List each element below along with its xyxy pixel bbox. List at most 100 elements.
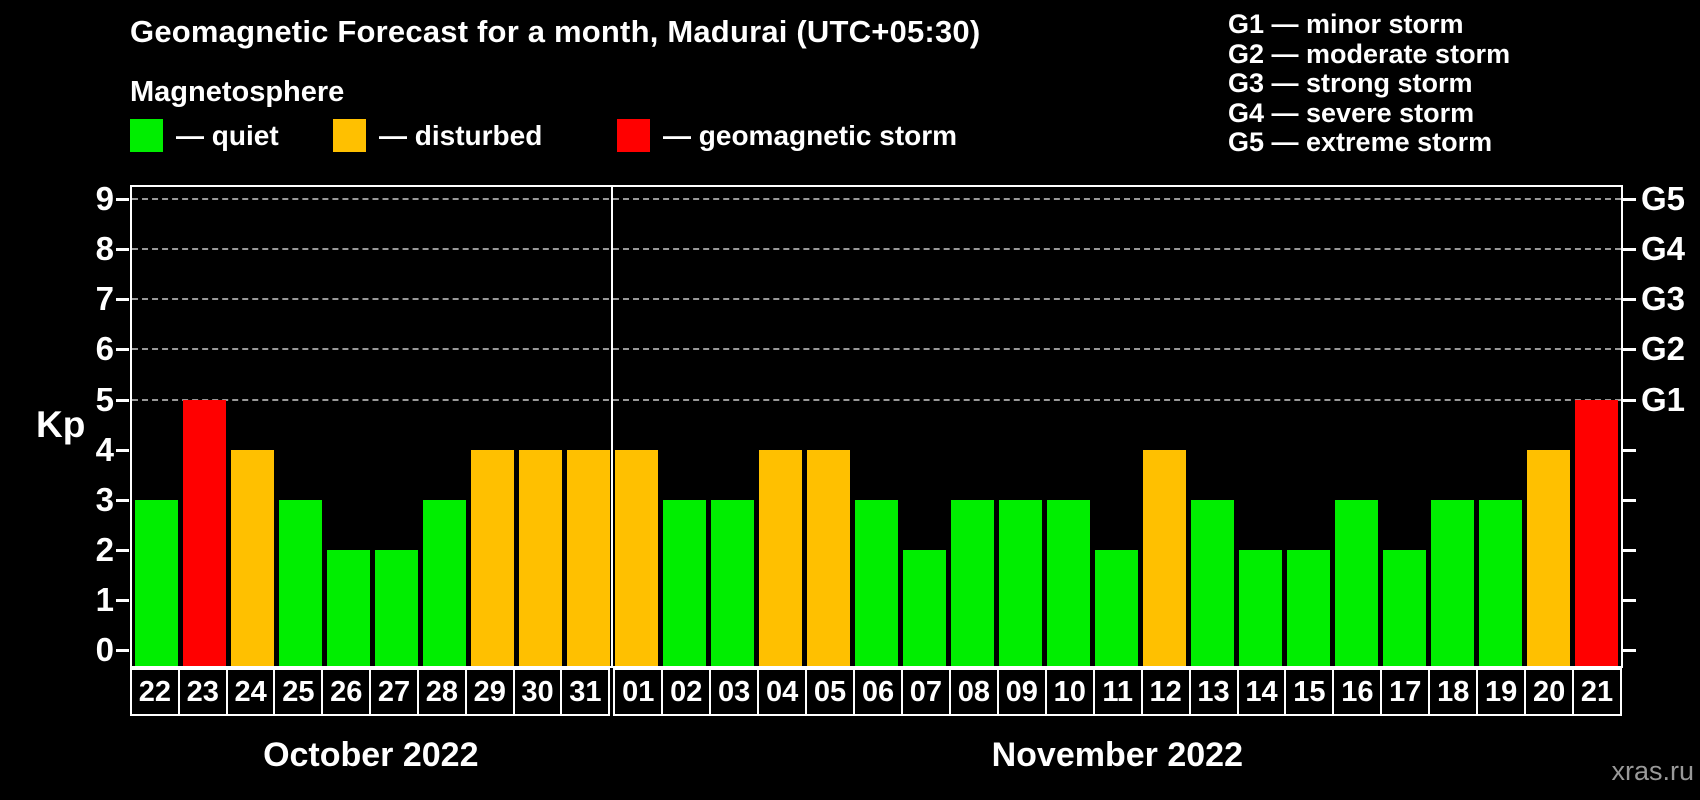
y-tick-label-2: 2 bbox=[95, 530, 114, 568]
bar-day-21 bbox=[1575, 399, 1619, 666]
g-legend-line: G1 — minor storm bbox=[1228, 9, 1464, 39]
g-legend-line: G2 — moderate storm bbox=[1228, 38, 1511, 69]
bar-day-07 bbox=[903, 549, 947, 666]
bar-day-09 bbox=[999, 499, 1043, 666]
magnetosphere-legend: — quiet — disturbed — geomagnetic storm bbox=[130, 119, 1030, 157]
legend-item-label: — geomagnetic storm bbox=[663, 119, 958, 151]
gridline-kp5 bbox=[132, 398, 1621, 401]
month-label-2: November 2022 bbox=[991, 736, 1243, 774]
date-group-1: 22 23 24 25 26 27 28 29 30 31 bbox=[130, 668, 611, 716]
date-cell-14: 14 bbox=[1236, 668, 1287, 716]
right-tick-mark bbox=[1623, 498, 1636, 502]
date-cell-21: 21 bbox=[1572, 668, 1622, 716]
kp-axis-title: Kp bbox=[36, 404, 86, 445]
magnetosphere-label: Magnetosphere bbox=[130, 76, 345, 108]
g-axis-label-g1: G1 bbox=[1641, 380, 1686, 418]
bar-day-24 bbox=[230, 449, 274, 666]
bar-day-18 bbox=[1431, 499, 1475, 666]
date-cell-30: 30 bbox=[512, 668, 563, 716]
bar-day-15 bbox=[1287, 549, 1331, 666]
watermark: xras.ru bbox=[1611, 756, 1694, 786]
right-tick-mark bbox=[1623, 398, 1636, 402]
bar-day-16 bbox=[1335, 499, 1379, 666]
bar-day-06 bbox=[854, 499, 898, 666]
y-tick-label-9: 9 bbox=[95, 180, 114, 218]
right-tick-mark bbox=[1623, 548, 1636, 552]
date-cell-31: 31 bbox=[560, 668, 611, 716]
legend-item-label: — quiet bbox=[176, 119, 279, 151]
date-cell-11: 11 bbox=[1092, 668, 1143, 716]
date-cell-20: 20 bbox=[1524, 668, 1575, 716]
bar-day-05 bbox=[806, 449, 850, 666]
date-cell-27: 27 bbox=[369, 668, 419, 716]
g-axis-label-g5: G5 bbox=[1641, 180, 1686, 218]
date-cell-02: 02 bbox=[661, 668, 712, 716]
bar-day-23 bbox=[182, 399, 226, 666]
date-cell-15: 15 bbox=[1284, 668, 1335, 716]
date-cell-17: 17 bbox=[1380, 668, 1431, 716]
right-tick-mark bbox=[1623, 248, 1636, 252]
right-tick-mark bbox=[1623, 598, 1636, 602]
y-tick-label-8: 8 bbox=[95, 230, 114, 268]
date-cell-29: 29 bbox=[464, 668, 515, 716]
bar-day-14 bbox=[1239, 549, 1283, 666]
y-tick-mark bbox=[116, 298, 129, 302]
date-cell-18: 18 bbox=[1428, 668, 1479, 716]
month-label-1: October 2022 bbox=[263, 736, 479, 774]
y-tick-label-7: 7 bbox=[95, 280, 114, 318]
g-legend-line: G5 — extreme storm bbox=[1228, 127, 1493, 157]
date-cell-08: 08 bbox=[948, 668, 999, 716]
date-cell-10: 10 bbox=[1044, 668, 1095, 716]
g-scale-legend: G1 — minor storm G2 — moderate storm G3 — … bbox=[1228, 9, 1511, 158]
bar-day-31 bbox=[566, 449, 610, 666]
right-tick-mark bbox=[1623, 348, 1636, 352]
y-tick-mark bbox=[116, 448, 129, 452]
date-cell-16: 16 bbox=[1332, 668, 1383, 716]
bar-day-20 bbox=[1527, 449, 1571, 666]
legend-item-quiet: — quiet bbox=[130, 119, 279, 152]
bar-day-13 bbox=[1191, 499, 1235, 666]
month-gap bbox=[610, 668, 614, 716]
y-tick-mark bbox=[116, 498, 129, 502]
bar-day-12 bbox=[1143, 449, 1187, 666]
date-cell-03: 03 bbox=[709, 668, 760, 716]
date-cell-07: 07 bbox=[900, 668, 951, 716]
legend-swatch-disturbed-icon bbox=[333, 119, 366, 152]
y-tick-mark bbox=[116, 649, 129, 652]
bar-day-02 bbox=[662, 499, 706, 666]
gridline-kp7 bbox=[132, 298, 1621, 301]
gridline-kp9 bbox=[132, 198, 1621, 201]
date-axis: 22 23 24 25 26 27 28 29 30 31 01 02 03 04 05 06 07 08 09 10… bbox=[130, 668, 1623, 716]
y-tick-label-1: 1 bbox=[95, 580, 114, 618]
date-cell-04: 04 bbox=[757, 668, 808, 716]
date-cell-19: 19 bbox=[1476, 668, 1527, 716]
g-axis-label-g3: G3 bbox=[1641, 280, 1686, 318]
bar-day-17 bbox=[1383, 549, 1427, 666]
legend-item-label: — disturbed bbox=[379, 119, 543, 151]
date-cell-26: 26 bbox=[321, 668, 372, 716]
legend-swatch-storm-icon bbox=[617, 119, 650, 152]
y-tick-label-5: 5 bbox=[95, 380, 114, 418]
gridline-kp8 bbox=[132, 248, 1621, 251]
g-legend-line: G4 — severe storm bbox=[1228, 97, 1475, 128]
bar-day-29 bbox=[470, 449, 514, 666]
date-cell-05: 05 bbox=[805, 668, 855, 716]
right-tick-mark bbox=[1623, 448, 1636, 452]
date-cell-28: 28 bbox=[416, 668, 467, 716]
y-tick-label-6: 6 bbox=[95, 330, 114, 368]
date-cell-24: 24 bbox=[225, 668, 276, 716]
y-tick-mark bbox=[116, 198, 129, 202]
y-tick-label-3: 3 bbox=[95, 480, 114, 518]
g-legend-line: G3 — strong storm bbox=[1228, 68, 1473, 98]
bar-day-26 bbox=[326, 549, 370, 666]
plot-area bbox=[130, 185, 1623, 668]
month-separator bbox=[611, 187, 614, 666]
bar-day-25 bbox=[278, 499, 322, 666]
date-cell-12: 12 bbox=[1140, 668, 1191, 716]
y-tick-mark bbox=[116, 548, 129, 552]
legend-item-storm: — geomagnetic storm bbox=[617, 119, 957, 152]
date-cell-25: 25 bbox=[273, 668, 324, 716]
date-cell-23: 23 bbox=[177, 668, 228, 716]
y-tick-mark bbox=[116, 598, 129, 602]
right-tick-mark bbox=[1623, 198, 1636, 202]
